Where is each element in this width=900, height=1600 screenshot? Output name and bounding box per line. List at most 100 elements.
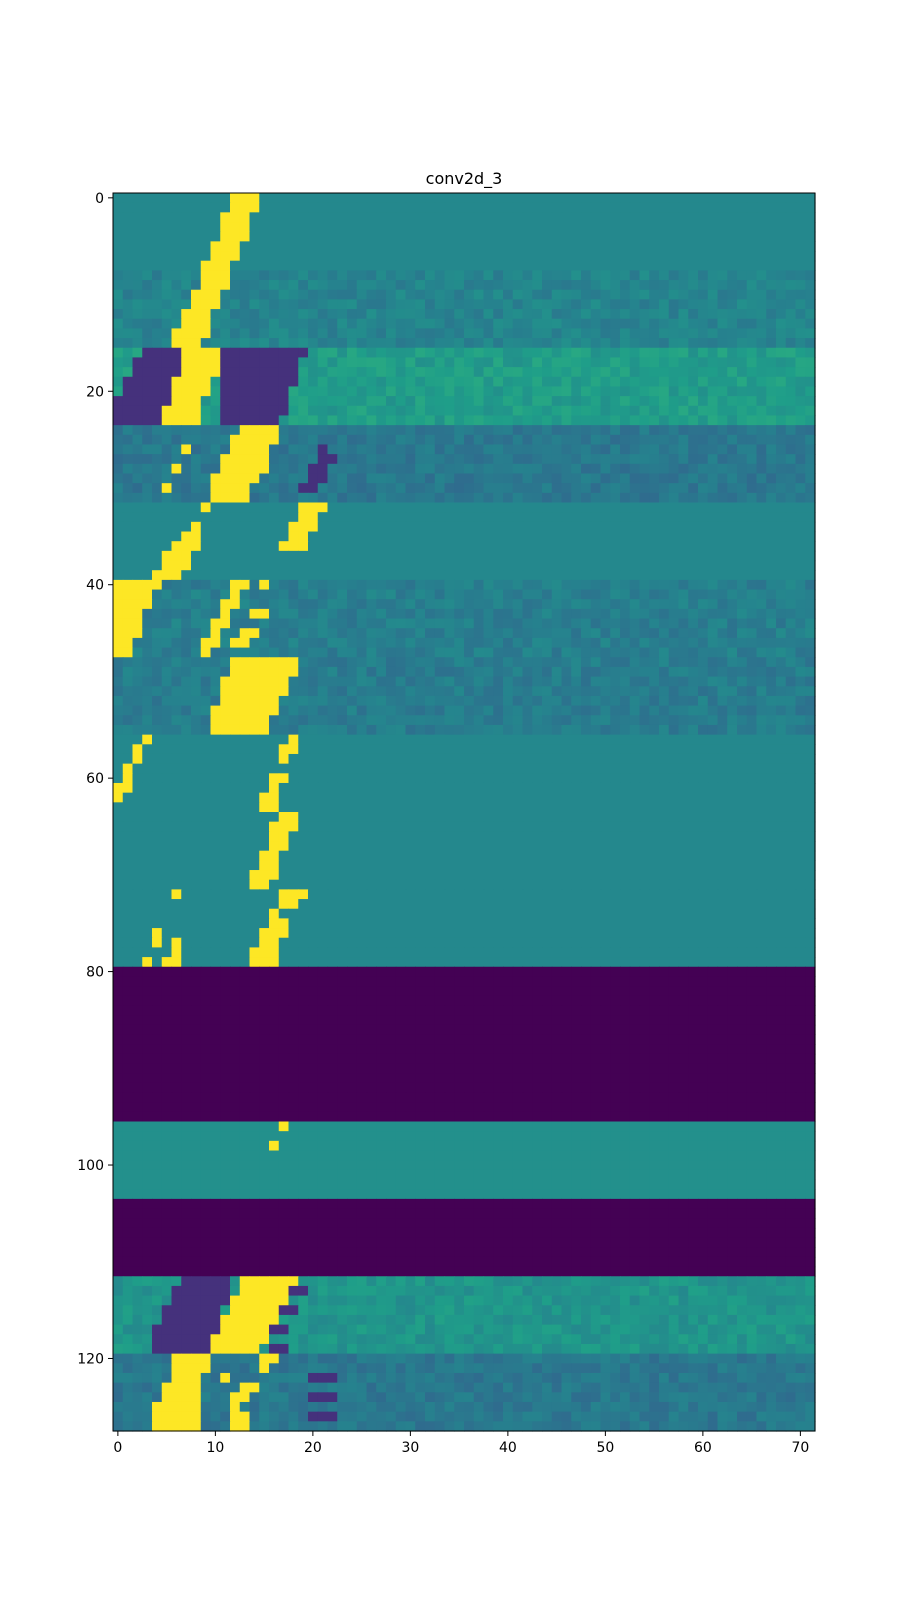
heatmap-cell <box>376 637 387 649</box>
heatmap-cell <box>308 705 319 716</box>
heatmap-cell <box>688 454 699 465</box>
heatmap-cell <box>678 676 689 687</box>
heatmap-cell <box>483 821 494 832</box>
heatmap-cell <box>200 463 212 475</box>
heatmap-cell <box>707 831 719 842</box>
heatmap-cell <box>356 318 368 329</box>
heatmap-cell <box>395 367 407 378</box>
heatmap-cell <box>503 724 514 736</box>
heatmap-cell <box>698 512 709 523</box>
heatmap-cell <box>795 270 806 281</box>
heatmap-cell <box>152 309 163 320</box>
heatmap-cell <box>503 270 514 281</box>
heatmap-cell <box>454 686 465 697</box>
heatmap-cell <box>210 841 221 852</box>
heatmap-cell <box>239 628 251 639</box>
heatmap-cell <box>473 695 485 707</box>
heatmap-cell <box>239 280 251 291</box>
heatmap-cell <box>766 463 777 475</box>
heatmap-cell <box>210 850 221 861</box>
heatmap-cell <box>610 473 621 484</box>
heatmap-cell <box>298 618 309 629</box>
heatmap-cell <box>522 512 533 523</box>
heatmap-cell <box>522 338 533 349</box>
heatmap-cell <box>181 386 192 397</box>
heatmap-cell <box>532 309 543 320</box>
heatmap-cell <box>629 608 641 620</box>
heatmap-cell <box>454 831 465 842</box>
heatmap-cell <box>493 570 504 581</box>
heatmap-cell <box>317 647 329 658</box>
heatmap-cell <box>805 628 816 639</box>
heatmap-cell <box>503 521 514 533</box>
heatmap-cell <box>220 193 231 204</box>
heatmap-cell <box>503 357 514 368</box>
heatmap-cell <box>308 850 319 861</box>
heatmap-cell <box>200 753 212 765</box>
heatmap-cell <box>795 396 806 407</box>
heatmap-cell <box>727 531 738 542</box>
heatmap-cell <box>171 744 182 755</box>
heatmap-cell <box>415 338 426 349</box>
heatmap-cell <box>473 338 485 349</box>
heatmap-cell <box>308 280 319 291</box>
heatmap-cell <box>171 831 182 842</box>
heatmap-cell <box>249 579 260 591</box>
heatmap-cell <box>161 289 173 300</box>
heatmap-cell <box>259 241 270 252</box>
heatmap-cell <box>483 338 494 349</box>
heatmap-cell <box>249 686 260 697</box>
heatmap-cell <box>542 502 553 513</box>
heatmap-cell <box>220 521 231 533</box>
heatmap-cell <box>590 328 602 339</box>
heatmap-cell <box>483 521 494 533</box>
heatmap-cell <box>347 299 358 310</box>
heatmap-cell <box>522 599 533 610</box>
heatmap-cell <box>132 782 143 794</box>
heatmap-cell <box>785 425 797 436</box>
heatmap-cell <box>200 289 212 300</box>
heatmap-cell <box>776 521 787 533</box>
heatmap-cell <box>698 376 709 388</box>
heatmap-cell <box>659 521 670 533</box>
heatmap-cell <box>239 676 251 687</box>
heatmap-cell <box>444 444 455 455</box>
heatmap-cell <box>756 502 767 513</box>
heatmap-cell <box>717 434 728 446</box>
heatmap-cell <box>327 618 338 629</box>
heatmap-cell <box>620 357 631 368</box>
heatmap-cell <box>249 405 260 417</box>
heatmap-cell <box>230 628 241 639</box>
heatmap-cell <box>132 715 143 726</box>
heatmap-cell <box>532 222 543 233</box>
heatmap-cell <box>113 347 124 359</box>
heatmap-cell <box>278 676 290 687</box>
heatmap-cell <box>581 831 592 842</box>
heatmap-cell <box>239 376 251 388</box>
heatmap-cell <box>405 347 416 359</box>
heatmap-cell <box>542 405 553 417</box>
heatmap-cell <box>737 289 748 300</box>
heatmap-cell <box>142 386 153 397</box>
heatmap-cell <box>688 599 699 610</box>
heatmap-cell <box>405 338 416 349</box>
heatmap-cell <box>191 608 202 620</box>
heatmap-cell <box>707 841 719 852</box>
heatmap-cell <box>785 309 797 320</box>
heatmap-cell <box>132 367 143 378</box>
heatmap-cell <box>347 309 358 320</box>
heatmap-cell <box>171 599 182 610</box>
heatmap-cell <box>571 734 582 745</box>
heatmap-cell <box>600 589 611 600</box>
heatmap-cell <box>366 744 377 755</box>
heatmap-cell <box>366 347 377 359</box>
heatmap-cell <box>210 560 221 571</box>
heatmap-cell <box>464 657 475 668</box>
heatmap-cell <box>152 231 163 242</box>
heatmap-cell <box>308 773 319 784</box>
heatmap-cell <box>434 831 446 842</box>
heatmap-cell <box>181 289 192 300</box>
heatmap-cell <box>590 831 602 842</box>
heatmap-cell <box>415 347 426 359</box>
heatmap-cell <box>317 463 329 475</box>
